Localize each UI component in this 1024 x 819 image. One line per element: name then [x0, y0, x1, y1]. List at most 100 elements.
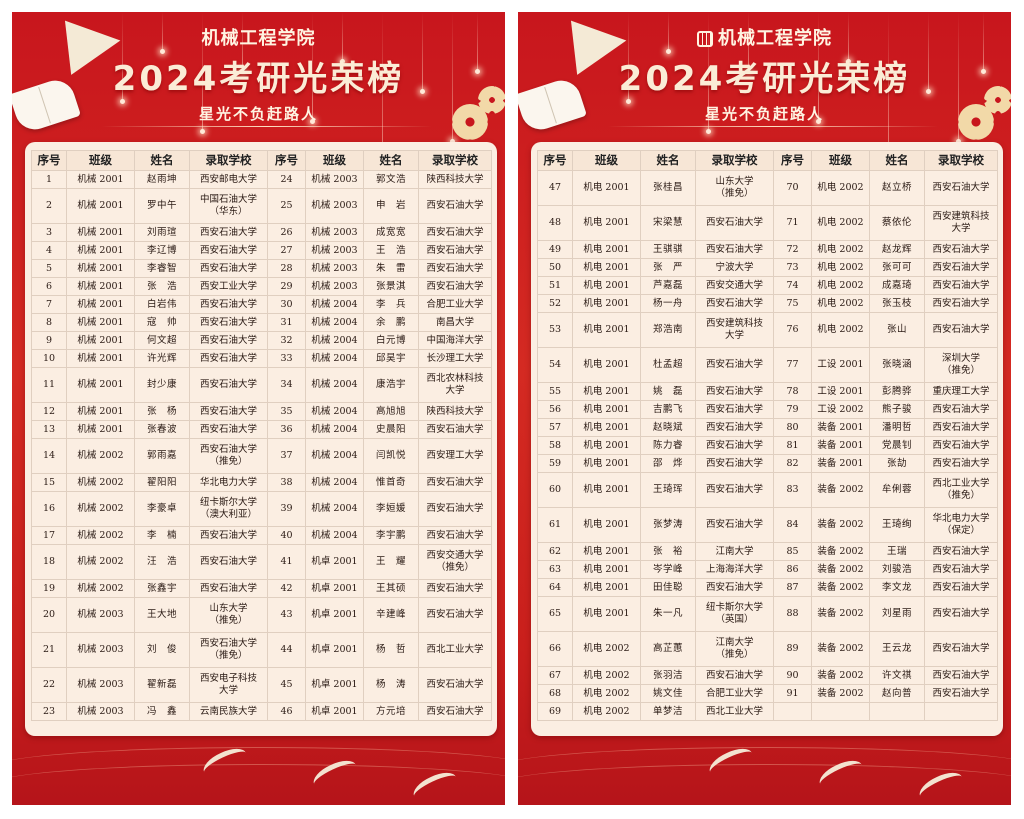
class-cell: 机电 2001: [572, 454, 641, 473]
admitted-school-cell: 西安石油大学: [189, 295, 268, 314]
serial-number-cell: 27: [267, 241, 306, 260]
student-name-cell: 张晓涵: [869, 347, 925, 383]
table-row: 18 机械 2002 汪 浩西安石油大学 41 机卓 2001 王 耀西安交通大学 （推免…: [31, 544, 492, 580]
admitted-school-cell: 西安石油大学: [695, 507, 774, 543]
serial-number-cell: 61: [537, 507, 573, 543]
class-cell: 机械 2001: [66, 223, 135, 242]
column-header: 录取学校: [418, 150, 492, 171]
student-name-cell: 李辽博: [134, 241, 190, 260]
honor-poster-right: 机械工程学院 2024考研光荣榜 星光不负赶路人 序号 班级 姓名 录取学校 序号 班级 姓名 录取…: [518, 12, 1011, 805]
admitted-school-cell: 西安石油大学: [924, 596, 998, 632]
light-ray-decoration: [450, 12, 455, 144]
student-name-cell: 姚文佳: [640, 684, 696, 703]
student-name-cell: 闫凯悦: [363, 438, 419, 474]
student-name-cell: 刘骏浩: [869, 560, 925, 579]
light-ray-decoration: [340, 12, 345, 64]
student-name-cell: 张梦涛: [640, 507, 696, 543]
serial-number-cell: 88: [773, 596, 812, 632]
table-row: 7 机械 2001 白岩伟 西安石油大学 30 机械 2004 李 兵合肥工业大学: [31, 295, 492, 314]
serial-number-cell: 21: [31, 632, 67, 668]
student-name-cell: 张山: [869, 312, 925, 348]
class-cell: 装备 2002: [811, 684, 870, 703]
student-name-cell: 李宇鹏: [363, 526, 419, 545]
class-cell: 机械 2002: [66, 473, 135, 492]
table-row: 48 机电 2001 宋梁慧 西安石油大学 71 机电 2002 蔡依伦 西安建筑科技 大学: [537, 205, 998, 241]
admitted-school-cell: 西安石油大学: [924, 258, 998, 277]
admitted-school-cell: 华北电力大学: [189, 473, 268, 492]
serial-number-cell: 68: [537, 684, 573, 703]
class-cell: 机电 2002: [811, 294, 870, 313]
student-name-cell: 许光辉: [134, 349, 190, 368]
table-row: 2 机械 2001 罗中午 中国石油大学 （华东） 25 机械 2003 申 岩西安石油大学: [31, 188, 492, 224]
serial-number-cell: 1: [31, 170, 67, 189]
serial-number-cell: 58: [537, 436, 573, 455]
admitted-school-cell: 西安石油大学: [418, 420, 492, 439]
admitted-school-cell: 西安石油大学: [695, 240, 774, 259]
class-cell: 机械 2003: [305, 170, 364, 189]
school-title: 机械工程学院: [12, 28, 505, 50]
table-row: 9 机械 2001 何文超 西安石油大学 32 机械 2004 白元博 中国海洋大学: [31, 331, 492, 350]
student-name-cell: 王瑞: [869, 542, 925, 561]
admitted-school-cell: 西安交通大学: [695, 276, 774, 295]
light-ray-decoration: [746, 12, 751, 74]
wave-decoration: [12, 747, 505, 788]
serial-number-cell: 13: [31, 420, 67, 439]
class-cell: 机械 2004: [305, 349, 364, 368]
table-row: 56 机电 2001 吉鹏飞 西安石油大学 79 工设 2002 熊子骏 西安石油大学: [537, 400, 998, 419]
admitted-school-cell: 西安石油大学: [695, 454, 774, 473]
table-row: 22 机械 2003 翟新磊 西安电子科技 大学 45 机卓 2001 杨 涛西安石油大学: [31, 667, 492, 703]
admitted-school-cell: 西北工业大学: [418, 632, 492, 668]
admitted-school-cell: 江南大学: [695, 542, 774, 561]
column-header: 班级: [66, 150, 135, 171]
class-cell: 机电 2002: [811, 258, 870, 277]
student-name-cell: 李 兵: [363, 295, 419, 314]
class-cell: 机卓 2001: [305, 579, 364, 598]
column-header: 姓名: [363, 150, 419, 171]
admitted-school-cell: 西安石油大学: [924, 294, 998, 313]
serial-number-cell: 10: [31, 349, 67, 368]
class-cell: 机械 2004: [305, 491, 364, 527]
student-name-cell: 李 楠: [134, 526, 190, 545]
wave-decoration: [12, 764, 505, 805]
class-cell: 机械 2004: [305, 295, 364, 314]
student-name-cell: 张桂昌: [640, 170, 696, 206]
serial-number-cell: 67: [537, 666, 573, 685]
serial-number-cell: 66: [537, 631, 573, 667]
class-cell: 机械 2001: [66, 295, 135, 314]
table-header-row: 序号 班级 姓名 录取学校 序号 班级 姓名 录取学校: [31, 150, 492, 171]
class-cell: 工设 2001: [811, 347, 870, 383]
admitted-school-cell: 西安建筑科技 大学: [924, 205, 998, 241]
serial-number-cell: 62: [537, 542, 573, 561]
student-name-cell: 刘 俊: [134, 632, 190, 668]
table-row: 20 机械 2003 王大地 山东大学 （推免） 43 机卓 2001 辛建峰 西安石油大学: [31, 597, 492, 633]
serial-number-cell: 9: [31, 331, 67, 350]
class-cell: 工设 2002: [811, 400, 870, 419]
table-row: 5 机械 2001 李睿智 西安石油大学 28 机械 2003 朱 雷西安石油大学: [31, 259, 492, 278]
serial-number-cell: 34: [267, 367, 306, 403]
student-name-cell: 单梦洁: [640, 702, 696, 721]
student-name-cell: 杨 涛: [363, 667, 419, 703]
table-row: 1 机械 2001 赵雨坤 西安邮电大学 24 机械 2003 郭文浩 陕西科技大学: [31, 170, 492, 189]
table-row: 55 机电 2001 姚 磊西安石油大学 78 工设 2001 彭腾骅 重庆理工大学: [537, 382, 998, 401]
slogan: 星光不负赶路人: [704, 105, 824, 123]
class-cell: 机电 2001: [572, 312, 641, 348]
school-title-text: 机械工程学院: [718, 28, 832, 49]
class-cell: 机电 2001: [572, 276, 641, 295]
serial-number-cell: 76: [773, 312, 812, 348]
column-header: 姓名: [869, 150, 925, 171]
column-header: 姓名: [134, 150, 190, 171]
table-row: 61 机电 2001 张梦涛 西安石油大学 84 装备 2002 王琦绚 华北电力大学 （保定…: [537, 507, 998, 543]
admitted-school-cell: 西北工业大学 （推免）: [924, 472, 998, 508]
table-row: 62 机电 2001 张 裕江南大学 85 装备 2002 王瑞 西安石油大学: [537, 542, 998, 561]
column-header: 录取学校: [924, 150, 998, 171]
serial-number-cell: 8: [31, 313, 67, 332]
serial-number-cell: 87: [773, 578, 812, 597]
class-cell: 机电 2001: [572, 507, 641, 543]
column-header: 序号: [267, 150, 306, 171]
student-name-cell: 方元培: [363, 702, 419, 721]
serial-number-cell: 48: [537, 205, 573, 241]
serial-number-cell: 25: [267, 188, 306, 224]
table-row: 52 机电 2001 杨一舟 西安石油大学 75 机电 2002 张玉枝 西安石油大学: [537, 294, 998, 313]
table-row: 49 机电 2001 王骐骐 西安石油大学 72 机电 2002 赵龙辉 西安石油大学: [537, 240, 998, 259]
student-name-cell: 王 耀: [363, 544, 419, 580]
